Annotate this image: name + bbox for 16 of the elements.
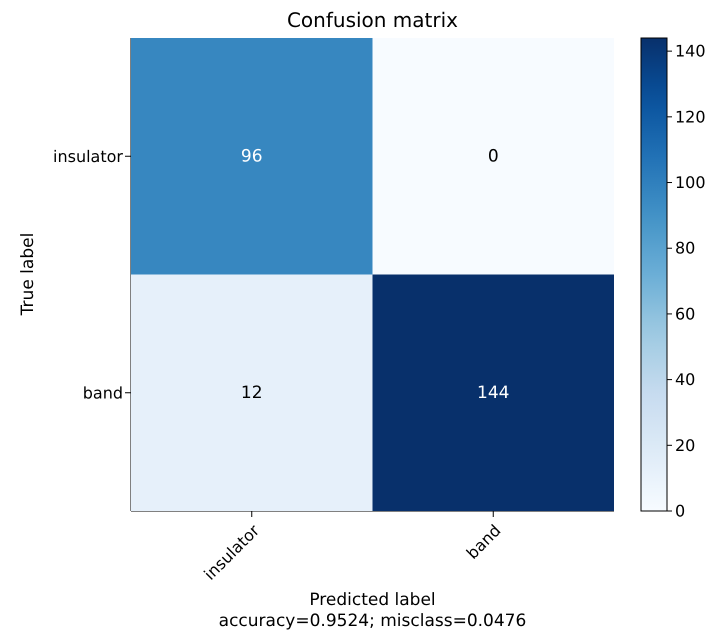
color-bar-label: 0	[675, 502, 686, 520]
color-bar-label: 60	[675, 304, 696, 324]
color-bar-label: 20	[675, 436, 696, 455]
y-axis-title: True label	[18, 231, 38, 318]
data-label: 12	[240, 382, 263, 403]
color-bar-label: 140	[675, 42, 706, 61]
color-bar-label: 100	[675, 173, 706, 192]
color-bar-label: 40	[675, 370, 696, 390]
data-label: 0	[488, 146, 499, 166]
color-bar-label: 120	[675, 107, 706, 126]
data-label: 96	[240, 146, 263, 166]
x-axis-title: Predicted label	[308, 590, 437, 610]
chart-title: Confusion matrix	[286, 8, 460, 32]
data-label: 144	[477, 382, 510, 403]
color-bar-label: 80	[675, 238, 696, 258]
text: accuracy=0.9524; misclass=0.0476	[218, 611, 528, 631]
